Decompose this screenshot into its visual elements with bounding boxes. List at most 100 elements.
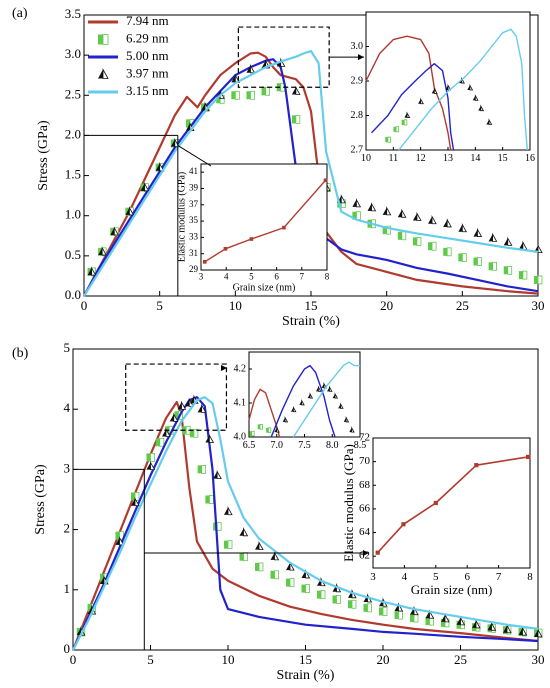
a-inset-zoom-series-4-point-right: [480, 104, 485, 112]
b-series-2-point: [239, 552, 248, 562]
a-series-4-point: [87, 266, 97, 276]
b-inset-zoom-series-2-point-right: [251, 430, 255, 437]
b-series-4-point-left: [255, 542, 259, 550]
a-series-2-point: [534, 275, 543, 285]
a-series-4-point-left: [231, 75, 236, 83]
a-inset-zoom-series-2-point-right: [395, 126, 400, 133]
a-series-4-point-left: [443, 219, 448, 227]
a-series-4-point-left: [110, 227, 115, 235]
b-inset-modulus-series-1-point: [375, 550, 380, 555]
a-series-4-point: [503, 236, 513, 246]
a-inset-zoom-y-tick-label: 2.7: [351, 144, 364, 155]
a-inset-zoom-series-2-point-right: [403, 119, 408, 126]
b-inset-modulus-y-axis-label: Elastic modulus (GPa): [341, 444, 356, 562]
b-series-4-point-right: [227, 505, 233, 516]
b-series-4-point: [197, 403, 207, 413]
a-series-4-point-right: [250, 64, 256, 74]
b-series-2-point: [394, 610, 403, 620]
b-series-4-point-left: [115, 537, 120, 545]
a-series-4-point-left: [140, 183, 145, 191]
a-series-2-point: [397, 231, 407, 241]
a-series-4-point: [98, 246, 107, 256]
b-series-2-point-right: [351, 599, 357, 609]
b-y-tick-label: 2: [64, 521, 71, 536]
a-inset-zoom-series-2-point: [401, 119, 408, 126]
a-series-4-point: [246, 64, 256, 74]
a-series-4-point-right: [431, 214, 437, 225]
b-inset-zoom-series-4-point-left: [299, 400, 302, 405]
a-inset-modulus-x-tick-label: 6: [274, 272, 279, 282]
b-series-5-line: [72, 396, 539, 651]
b-series-4-point-right: [119, 536, 125, 546]
b-series-4-point-left: [87, 606, 92, 615]
b-series-4-point: [169, 412, 179, 422]
b-x-tick-label: 20: [377, 652, 390, 667]
b-inset-zoom-series-4-point-left: [338, 404, 341, 409]
a-series-4-point-right: [537, 243, 543, 254]
a-series-4-point-left: [155, 163, 160, 171]
b-inset-zoom-series-2-point-right: [259, 423, 263, 430]
b-series-2-point-right: [216, 522, 222, 531]
a-series-4-point-right: [129, 206, 135, 216]
b-inset-modulus-series-1-point: [401, 522, 406, 527]
a-series-4-point: [412, 211, 422, 221]
b-series-4-point: [301, 569, 311, 579]
a-y-tick-label: 0.0: [65, 287, 81, 302]
a-inset-zoom-series-4-point-left: [431, 88, 435, 94]
b-inset-zoom-series-4-point-right: [301, 399, 305, 406]
b-series-4-point-right: [429, 609, 435, 619]
a-x-tick-label: 30: [532, 298, 545, 313]
a-series-2-point-left: [443, 247, 448, 256]
a-series-2-point: [503, 265, 513, 275]
b-inset-zoom-series-4-point: [282, 416, 289, 423]
a-y-tick-label: 2.0: [65, 126, 81, 141]
a-series-4-point-right: [295, 85, 301, 95]
b-series-4-point: [472, 619, 481, 629]
panel-a-tag: (a): [12, 6, 28, 21]
a-series-2-point: [231, 90, 240, 100]
a-inset-zoom-series-4-point-left: [467, 85, 470, 90]
b-series-2-point-left: [410, 614, 414, 623]
b-inset-zoom-series-1-line: [248, 388, 281, 438]
a-inset-zoom-plot-frame: [365, 11, 531, 151]
a-series-2-point-left: [428, 242, 433, 251]
b-series-2-point: [224, 540, 233, 550]
a-inset-modulus-y-tick-label: 31: [189, 248, 198, 258]
a-series-2-point-left: [246, 91, 251, 100]
b-series-4-point-left: [76, 627, 81, 636]
a-series-4-point: [443, 218, 452, 228]
b-inset-zoom-series-4-point: [307, 392, 314, 399]
b-series-2-point-left: [224, 540, 228, 549]
b-series-2-point-left: [286, 578, 290, 587]
b-inset-zoom-series-4-point-right: [340, 402, 344, 409]
a-series-4-point-left: [382, 207, 387, 215]
b-series-2-point-right: [159, 437, 165, 447]
a-inset-zoom-series-4-point: [467, 83, 474, 91]
a-series-4-point: [352, 198, 362, 208]
b-inset-zoom-y-tick-label: 4.2: [234, 363, 247, 374]
b-inset-zoom-series-4-point-left: [321, 383, 324, 388]
b-inset-zoom-series-4-point-left: [274, 427, 277, 433]
a-inset-modulus-series-1-point: [202, 260, 207, 264]
a-series-1-line: [83, 51, 539, 297]
b-series-4-point: [177, 400, 187, 410]
b-series-2-point-left: [394, 611, 399, 620]
a-x-tick-label: 10: [229, 298, 242, 313]
a-series-4-point-left: [87, 267, 92, 276]
b-inset-modulus-y-tick-label: 72: [359, 432, 370, 444]
a-series-2-point-right: [386, 225, 392, 235]
a-series-4-point-left: [352, 199, 357, 207]
b-series-4-point-left: [456, 617, 461, 625]
a-y-tick-label: 3.0: [65, 46, 81, 61]
a-inset-zoom-series-4-point-right: [420, 97, 424, 105]
b-inset-zoom-series-4-point-right: [276, 426, 280, 433]
b-inset-modulus-series-1-point: [433, 500, 438, 506]
a-series-2-point: [458, 253, 467, 262]
b-series-2-point: [155, 437, 165, 447]
b-series-4-point-right: [181, 400, 187, 410]
b-series-4-point-right: [243, 527, 249, 537]
b-inset-zoom-series-4-point: [338, 402, 344, 409]
a-series-4-point: [382, 206, 392, 216]
b-series-2-point-left: [425, 617, 430, 626]
